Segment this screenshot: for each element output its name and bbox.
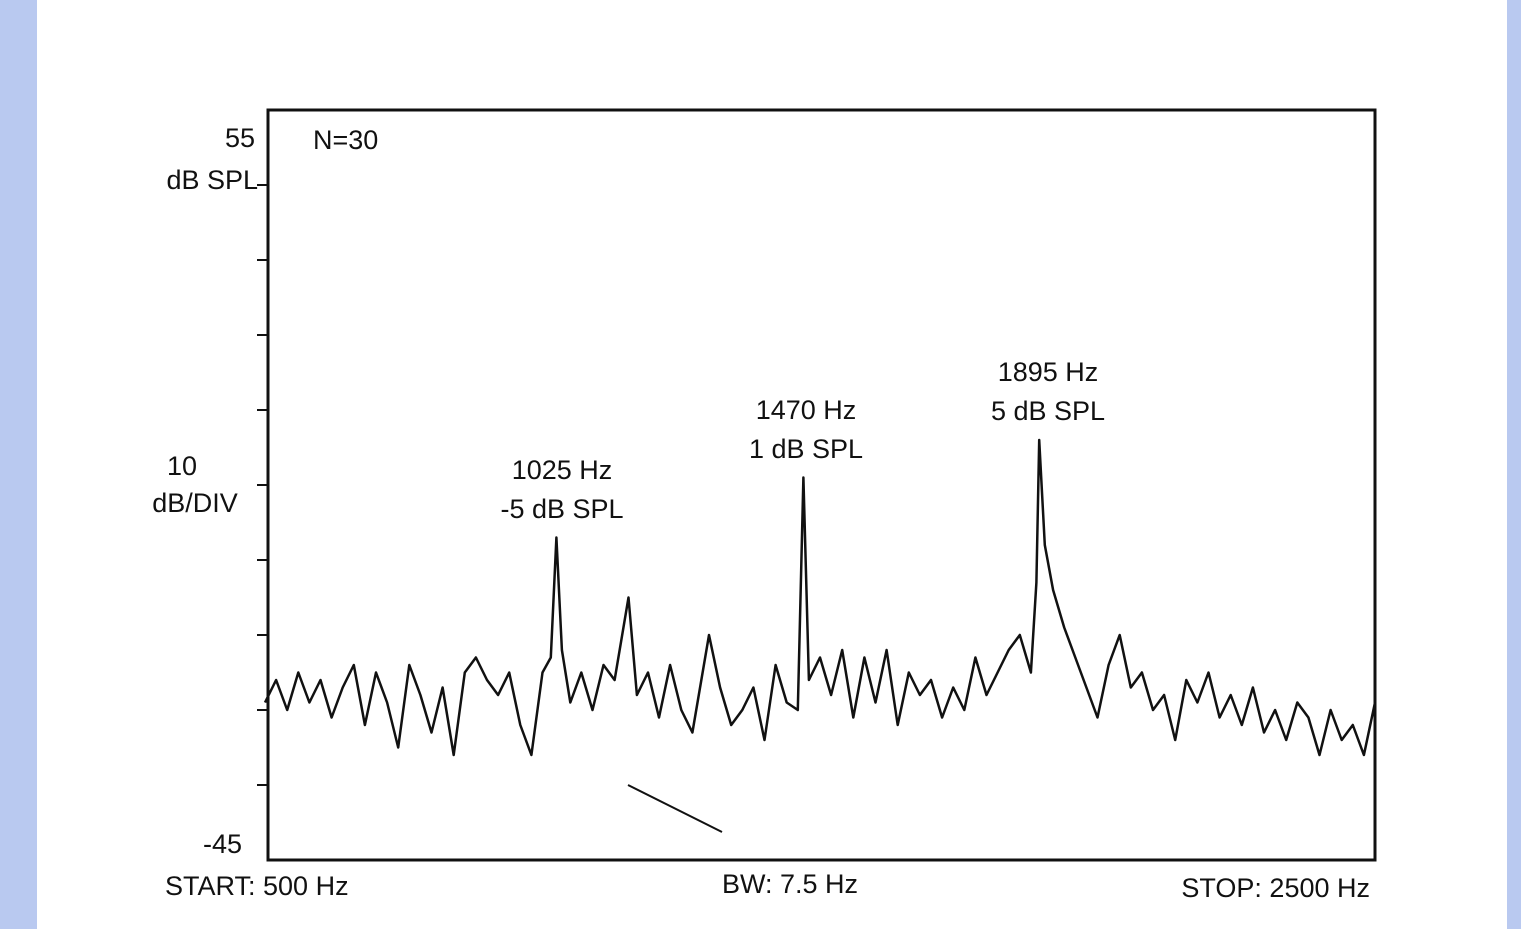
y-scale-unit: dB/DIV [152,488,238,518]
footer-stop: STOP: 2500 Hz [1181,873,1370,903]
peak-annotation: 5 dB SPL [991,396,1105,426]
footer-start: START: 500 Hz [165,871,349,901]
peak-annotation: 1 dB SPL [749,434,863,464]
plot-frame [266,108,1377,862]
right-border [1507,0,1521,929]
peak-annotation: 1895 Hz [998,357,1099,387]
peak-annotation: -5 dB SPL [500,494,623,524]
peak-annotation: 1025 Hz [512,455,613,485]
box-label: N=30 [313,125,378,155]
y-max-label: 55 [225,123,255,153]
spectrum-line [263,438,1377,757]
y-scale: 10 [167,451,197,481]
y-unit: dB SPL [166,165,258,195]
y-min-label: -45 [203,829,242,859]
stray-mark [627,784,723,833]
peak-annotation: 1470 Hz [756,395,857,425]
footer-bw: BW: 7.5 Hz [722,869,858,899]
left-border [0,0,37,929]
